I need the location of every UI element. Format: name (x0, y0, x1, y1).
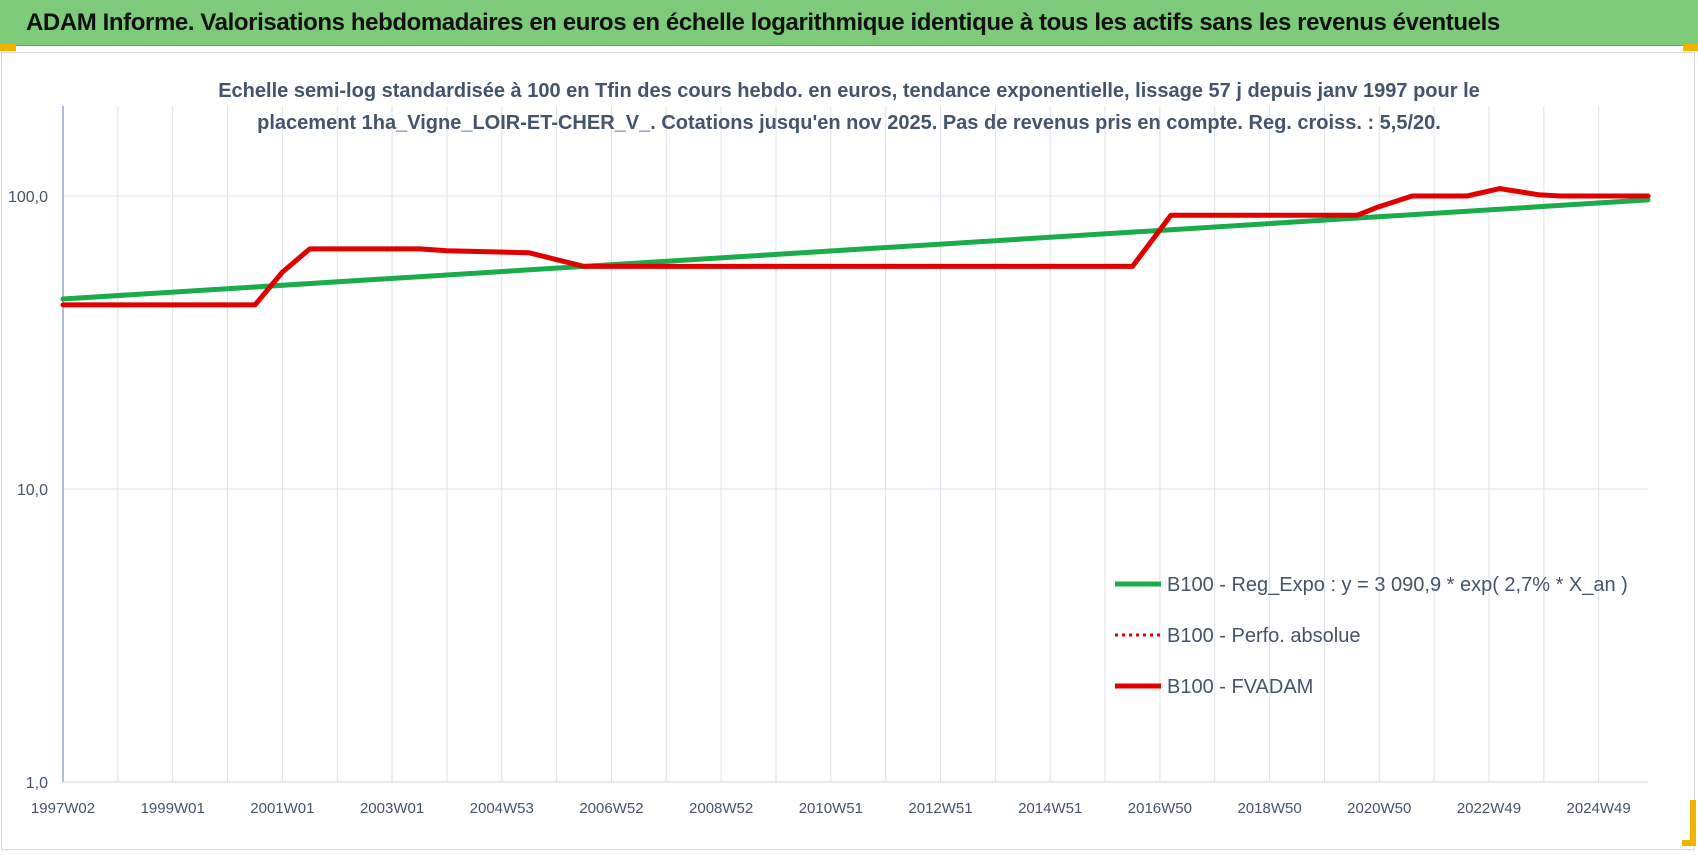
x-tick-label: 2024W49 (1567, 800, 1631, 817)
y-tick-label: 100,0 (8, 189, 48, 206)
x-tick-label: 2001W01 (250, 800, 314, 817)
x-tick-label: 2018W50 (1237, 800, 1301, 817)
x-tick-label: 2022W49 (1457, 800, 1521, 817)
chart-title-line-1: Echelle semi-log standardisée à 100 en T… (218, 80, 1480, 102)
series-line-1 (60, 197, 1651, 302)
x-tick-label: 2016W50 (1128, 800, 1192, 817)
x-tick-label: 2020W50 (1347, 800, 1411, 817)
x-tick-label: 2010W51 (799, 800, 863, 817)
grid (62, 106, 1648, 783)
corner-marker-bottom-right-tab (1682, 840, 1696, 846)
x-tick-label: 1997W02 (31, 800, 95, 817)
corner-marker-bottom-right (1690, 800, 1696, 845)
chart-frame (1, 52, 1695, 850)
x-tick-label: 2012W51 (908, 800, 972, 817)
x-tick-label: 2006W52 (579, 800, 643, 817)
axes: 1,0 10,0 100,0 1997W02 1999W01 2001W01 2003W01… (8, 106, 1648, 817)
x-tick-label: 2008W52 (689, 800, 753, 817)
legend-label-1: B100 - Reg_Expo : y = 3 090,9 * exp( 2,7… (1167, 574, 1628, 596)
corner-marker-top-right (1683, 44, 1698, 51)
legend-label-3: B100 - FVADAM (1167, 676, 1313, 698)
x-tick-label: 1999W01 (141, 800, 205, 817)
header-bar: ADAM Informe. Valorisations hebdomadaire… (0, 0, 1698, 46)
legend: B100 - Reg_Expo : y = 3 090,9 * exp( 2,7… (1115, 574, 1628, 698)
series-line-2 (61, 187, 1650, 307)
chart-title-line-2: placement 1ha_Vigne_LOIR-ET-CHER_V_. Cot… (257, 112, 1441, 134)
y-tick-label: 1,0 (26, 775, 48, 792)
x-tick-label: 2014W51 (1018, 800, 1082, 817)
x-tick-label: 2004W53 (470, 800, 534, 817)
series-line-3 (60, 186, 1651, 308)
y-tick-label: 10,0 (17, 482, 48, 499)
page-title: ADAM Informe. Valorisations hebdomadaire… (26, 9, 1500, 36)
legend-label-2: B100 - Perfo. absolue (1167, 625, 1360, 647)
series (60, 186, 1651, 308)
x-tick-label: 2003W01 (360, 800, 424, 817)
corner-marker-top-left (0, 44, 16, 51)
